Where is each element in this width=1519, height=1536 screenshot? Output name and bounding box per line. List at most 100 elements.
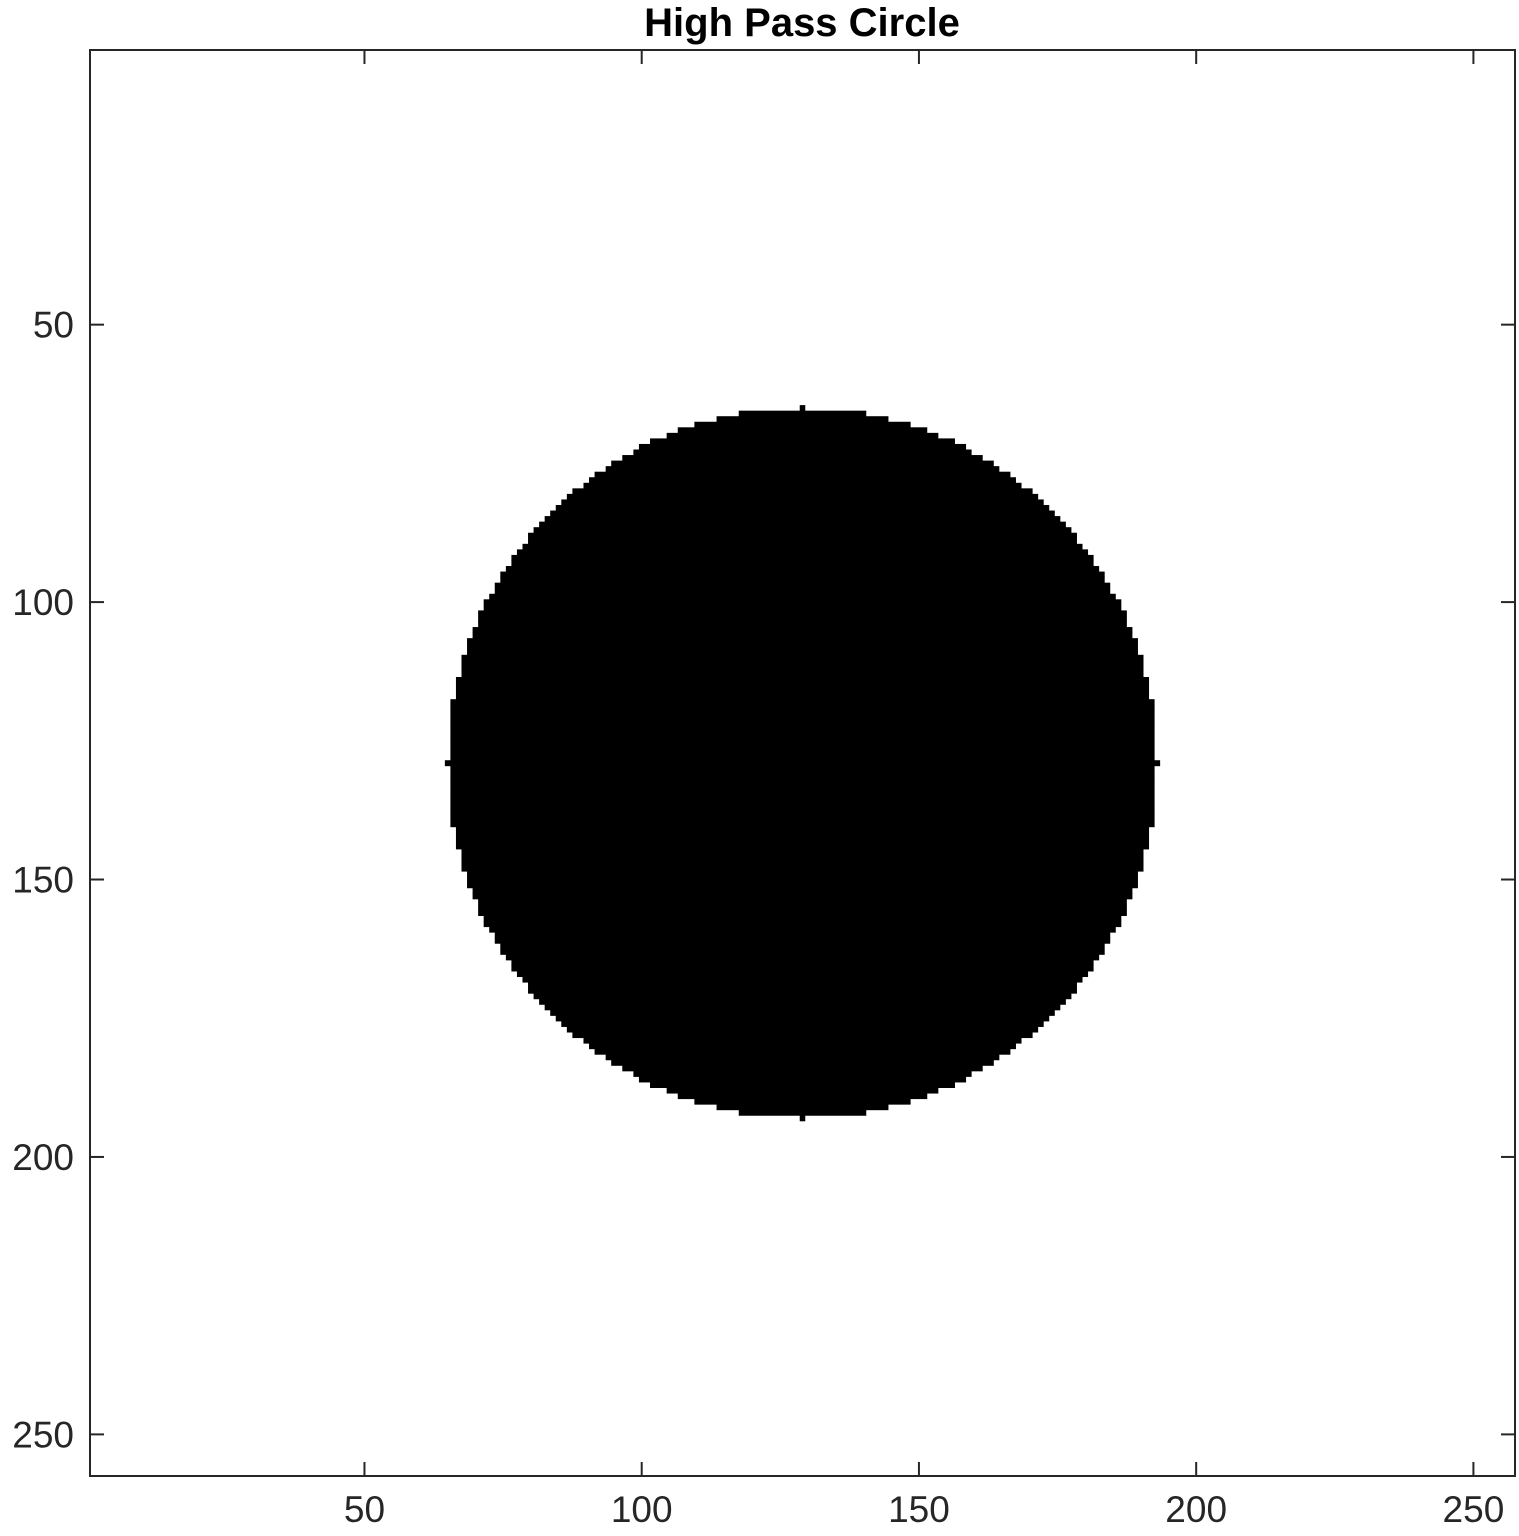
image-pixel-row (516, 971, 1089, 978)
image-pixel-row (450, 821, 1155, 828)
image-pixel-row (716, 416, 889, 423)
image-pixel-row (455, 676, 1150, 683)
image-pixel-row (478, 615, 1127, 622)
x-tick-label: 50 (344, 1489, 385, 1530)
image-pixel-row (555, 1015, 1050, 1022)
y-tick-label: 250 (12, 1414, 74, 1455)
image-pixel-row (461, 865, 1144, 872)
image-pixel-row (528, 987, 1077, 994)
image-pixel-row (638, 1076, 967, 1083)
image-pixel-row (561, 499, 1044, 506)
image-pixel-row (450, 765, 1155, 772)
image-pixel-row (694, 1098, 911, 1105)
image-pixel-row (494, 937, 1111, 944)
image-pixel-row (450, 743, 1155, 750)
image-pixel-row (738, 410, 867, 417)
image-pixel-row (450, 738, 1155, 744)
image-pixel-row (483, 915, 1122, 922)
image-pixel-row (566, 493, 1039, 500)
image-pixel-row (572, 488, 1033, 495)
image-pixel-row (799, 1115, 806, 1122)
image-pixel-row (550, 510, 1055, 517)
image-pixel-row (605, 1054, 1000, 1061)
image-pixel-row (505, 566, 1100, 572)
image-pixel-row (566, 1026, 1039, 1033)
image-pixel-row (450, 721, 1155, 728)
y-tick-label: 150 (12, 860, 74, 901)
image-pixel-row (594, 471, 1011, 478)
image-pixel-row (555, 504, 1050, 511)
image-pixel-row (450, 771, 1155, 778)
image-pixel-row (461, 849, 1144, 855)
image-pixel-row (478, 898, 1127, 905)
image-pixel-row (472, 632, 1133, 639)
image-layer (444, 405, 1161, 1122)
x-tick-label: 250 (1443, 1489, 1505, 1530)
x-tick-label: 150 (888, 1489, 950, 1530)
image-pixel-row (650, 1082, 955, 1088)
image-pixel-row (799, 405, 806, 412)
image-pixel-row (461, 860, 1144, 867)
image-pixel-row (516, 549, 1089, 556)
image-pixel-row (594, 1048, 1011, 1055)
image-pixel-row (677, 1093, 928, 1100)
image-pixel-row (461, 854, 1144, 861)
image-pixel-row (455, 682, 1150, 689)
image-pixel-row (500, 943, 1105, 950)
image-pixel-row (450, 787, 1155, 794)
image-pixel-row (572, 1032, 1033, 1039)
image-pixel-row (511, 965, 1094, 972)
image-pixel-row (544, 1004, 1061, 1011)
image-pixel-row (622, 455, 983, 461)
image-pixel-row (467, 638, 1138, 645)
image-pixel-row (611, 460, 994, 467)
image-pixel-row (478, 910, 1127, 916)
image-pixel-row (522, 976, 1083, 983)
image-pixel-row (450, 793, 1155, 800)
image-pixel-row (461, 665, 1144, 672)
image-pixel-row (677, 427, 928, 434)
image-pixel-row (450, 749, 1155, 756)
image-pixel-row (633, 449, 972, 456)
image-pixel-row (455, 837, 1150, 844)
image-pixel-row (494, 582, 1111, 589)
image-pixel-row (450, 776, 1155, 783)
image-pixel-row (489, 593, 1116, 600)
image-pixel-row (450, 782, 1155, 789)
image-pixel-row (472, 893, 1133, 900)
image-pixel-row (528, 982, 1077, 989)
image-pixel-row (666, 1087, 939, 1094)
image-pixel-row (539, 998, 1066, 1005)
y-tick-label: 200 (12, 1137, 74, 1178)
image-pixel-row (528, 532, 1077, 539)
image-pixel-row (450, 732, 1155, 739)
image-pixel-row (694, 421, 911, 428)
image-pixel-row (716, 1104, 889, 1111)
image-pixel-row (500, 577, 1105, 584)
image-pixel-row (483, 599, 1122, 606)
image-pixel-row (467, 876, 1138, 883)
image-pixel-row (461, 671, 1144, 678)
image-pixel-row (450, 804, 1155, 811)
image-pixel-row (455, 843, 1150, 850)
image-pixel-row (450, 715, 1155, 722)
y-tick-label: 100 (12, 582, 74, 623)
image-pixel-row (455, 688, 1150, 695)
image-pixel-row (589, 1043, 1016, 1050)
image-pixel-row (511, 554, 1094, 561)
image-pixel-row (505, 954, 1100, 961)
image-pixel-row (522, 543, 1083, 550)
image-pixel-row (611, 1059, 994, 1066)
image-pixel-row (511, 560, 1094, 567)
image-pixel-row (533, 527, 1072, 534)
image-pixel-row (444, 760, 1161, 767)
y-axis: 50 100 150 200 250 (12, 305, 1515, 1455)
image-pixel-row (455, 832, 1150, 839)
image-pixel-row (455, 826, 1150, 833)
image-pixel-row (544, 516, 1061, 523)
image-pixel-row (633, 1070, 972, 1077)
image-pixel-row (489, 926, 1116, 933)
image-pixel-row (494, 932, 1111, 939)
image-pixel-row (450, 726, 1155, 733)
image-pixel-row (589, 477, 1016, 484)
